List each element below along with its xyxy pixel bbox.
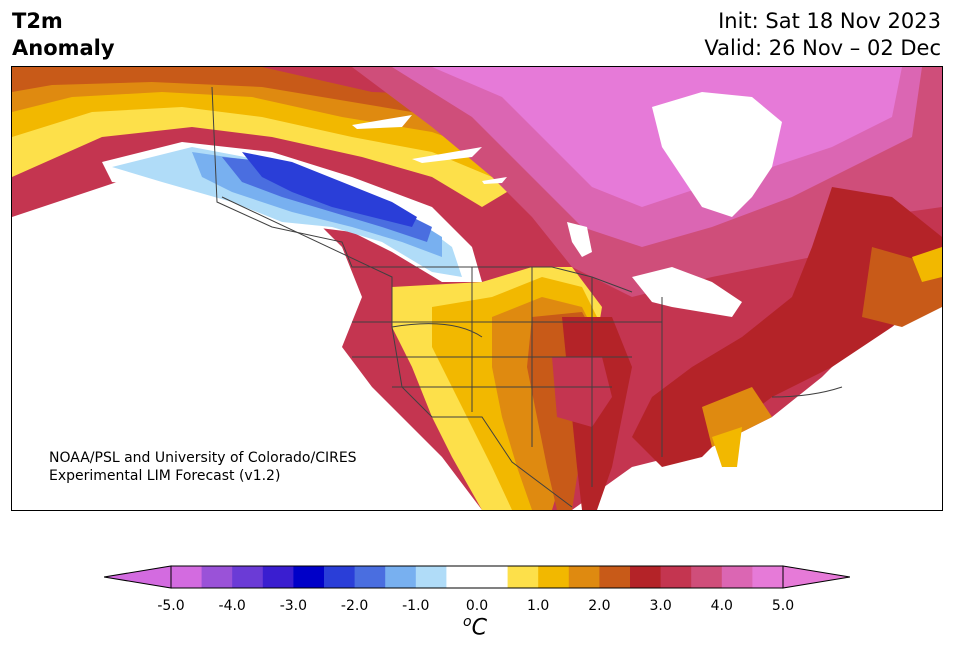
- forecast-dates: Init: Sat 18 Nov 2023 Valid: 26 Nov – 02…: [704, 8, 941, 62]
- colorbar-segment: [599, 566, 631, 588]
- gulf-white: [592, 487, 712, 510]
- colorbar-extend-low: [103, 565, 172, 589]
- state-line-extra: [391, 323, 483, 338]
- colorbar-segment: [660, 566, 692, 588]
- map-canvas: [12, 67, 942, 510]
- colorbar-segment: [538, 566, 570, 588]
- western-us-outline: [221, 196, 573, 508]
- colorbar-segment: [721, 566, 753, 588]
- lake-streak-1: [352, 115, 412, 129]
- colorbar-tick-label: -5.0: [157, 598, 185, 614]
- init-date: Init: Sat 18 Nov 2023: [718, 9, 941, 33]
- cold-light-blue: [112, 147, 462, 277]
- ocean-pacific: [12, 177, 482, 510]
- state-lines: [352, 267, 663, 487]
- colorbar-segment: [232, 566, 264, 588]
- colorbar-segment: [630, 566, 662, 588]
- valid-date: Valid: 26 Nov – 02 Dec: [704, 36, 941, 60]
- colorbar-segment: [262, 566, 294, 588]
- colorbar-tick-label: 0.0: [465, 598, 489, 614]
- warm-red-east: [632, 187, 942, 467]
- colorbar-segment: [354, 566, 386, 588]
- colorbar-tick-label: -3.0: [279, 598, 308, 614]
- colorbar-tick-label: 1.0: [527, 598, 550, 614]
- canada-us-border: [211, 86, 633, 293]
- unit-label: C: [471, 615, 487, 641]
- country-borders: [211, 86, 843, 508]
- title-line-2: Anomaly: [12, 36, 115, 60]
- warm-orange-southeast: [702, 387, 772, 447]
- lake-streak-3: [482, 177, 507, 184]
- colorbar-segment: [385, 566, 417, 588]
- colorbar-segment: [324, 566, 356, 588]
- credit-text: NOAA/PSL and University of Colorado/CIRE…: [49, 449, 357, 485]
- colorbar-tick-label: 4.0: [710, 598, 733, 614]
- colorbar-segment: [293, 566, 325, 588]
- credit-line-1: NOAA/PSL and University of Colorado/CIRE…: [49, 450, 357, 466]
- colorbar-segment: [171, 566, 203, 588]
- warm-amber-florida: [712, 427, 742, 467]
- great-lakes: [632, 267, 742, 317]
- colorbar-unit: oC: [463, 614, 487, 640]
- colorbar-segment: [415, 566, 447, 588]
- colorbar-segment: [752, 566, 784, 588]
- colorbar-tick-label: -4.0: [218, 598, 246, 614]
- coastline-east: [771, 386, 843, 398]
- map-title: T2m Anomaly: [12, 8, 115, 62]
- colorbar-outline: [170, 565, 784, 589]
- colorbar-tick-label: 5.0: [771, 598, 795, 614]
- unit-degree-prefix: o: [463, 614, 472, 630]
- cold-blue-core: [242, 152, 417, 227]
- colorbar: [103, 565, 851, 593]
- colorbar-tick-label: -2.0: [340, 598, 369, 614]
- colorbar-segment: [446, 566, 478, 588]
- warm-orange-nw: [12, 67, 542, 157]
- colorbar-extend-high: [782, 565, 851, 589]
- lake-streak-2: [412, 147, 482, 163]
- colorbar-svg: [103, 565, 851, 589]
- hudson-bay: [652, 92, 782, 217]
- title-line-1: T2m: [12, 9, 63, 33]
- colorbar-segment: [201, 566, 233, 588]
- colorbar-tick-label: -1.0: [402, 598, 430, 614]
- colorbar-tick-label: 2.0: [588, 598, 611, 614]
- warm-amber-nw: [12, 67, 532, 177]
- lake-streak-4: [567, 222, 592, 257]
- colorbar-tick-label: 3.0: [649, 598, 672, 614]
- credit-line-2: Experimental LIM Forecast (v1.2): [49, 468, 281, 484]
- colorbar-segment: [507, 566, 539, 588]
- colorbar-segment: [477, 566, 509, 588]
- warm-amber-newfoundland: [912, 247, 942, 282]
- warm-crimson-texas: [552, 357, 612, 427]
- anomaly-map: [11, 66, 943, 511]
- colorbar-segment: [691, 566, 723, 588]
- colorbar-segment: [568, 566, 600, 588]
